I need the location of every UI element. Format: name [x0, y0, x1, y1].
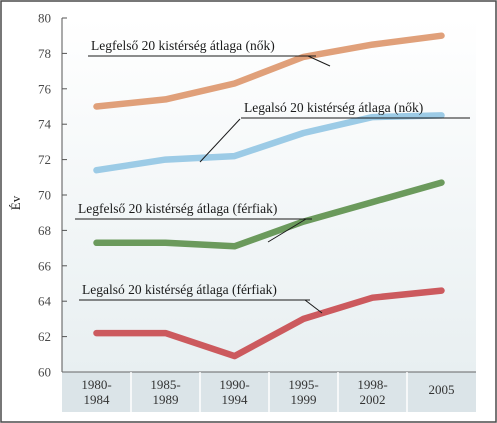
label-leader: [304, 299, 323, 314]
x-tick-label: 1985-: [150, 377, 180, 392]
y-tick-label: 74: [38, 117, 52, 132]
y-axis-label: Év: [8, 195, 23, 210]
series-label-1: Legalsó 20 kistérség átlaga (nők): [244, 100, 423, 115]
x-tick-label: 2002: [360, 392, 386, 407]
y-tick-label: 60: [38, 365, 51, 380]
y-tick-label: 76: [38, 81, 52, 96]
series-line-3: [93, 287, 445, 360]
series-line-1: [93, 112, 445, 174]
x-tick-label: 1998-: [357, 377, 387, 392]
x-tick-label: 1989: [153, 392, 179, 407]
series-lines: [93, 32, 445, 360]
series-label-3: Legalsó 20 kistérség átlaga (férfiak): [82, 282, 277, 297]
series-line-2: [93, 179, 445, 250]
y-tick-label: 80: [38, 11, 51, 26]
series-label-2: Legfelső 20 kistérség átlaga (férfiak): [78, 201, 277, 216]
x-axis: 1980-1984 1985-1989 1990-1994 1995-1999 1998…: [62, 371, 476, 412]
x-tick-label: 1999: [291, 392, 317, 407]
label-leader: [267, 218, 307, 243]
x-tick-label: 1980-: [81, 377, 111, 392]
label-leader: [307, 55, 331, 67]
y-tick-label: 68: [38, 223, 51, 238]
y-tick-label: 64: [38, 294, 52, 309]
x-tick-label: 1995-: [288, 377, 318, 392]
y-tick-label: 62: [38, 329, 51, 344]
series-annotations: Legfelső 20 kistérség átlaga (nők) Legals…: [75, 38, 470, 314]
series-label-0: Legfelső 20 kistérség átlaga (nők): [91, 38, 275, 53]
y-tick-label: 66: [38, 258, 52, 273]
series-line-0: [93, 32, 445, 110]
x-tick-label: 1994: [222, 392, 249, 407]
x-tick-label: 1990-: [219, 377, 249, 392]
y-axis: 60 62 64 66 68 70 72 74 76 78 80: [38, 11, 67, 380]
x-tick-label: 2005: [429, 382, 455, 397]
x-tick-label: 1984: [84, 392, 111, 407]
y-tick-label: 72: [38, 152, 51, 167]
label-leader: [199, 118, 241, 163]
y-tick-label: 78: [38, 46, 51, 61]
y-tick-label: 70: [38, 188, 51, 203]
